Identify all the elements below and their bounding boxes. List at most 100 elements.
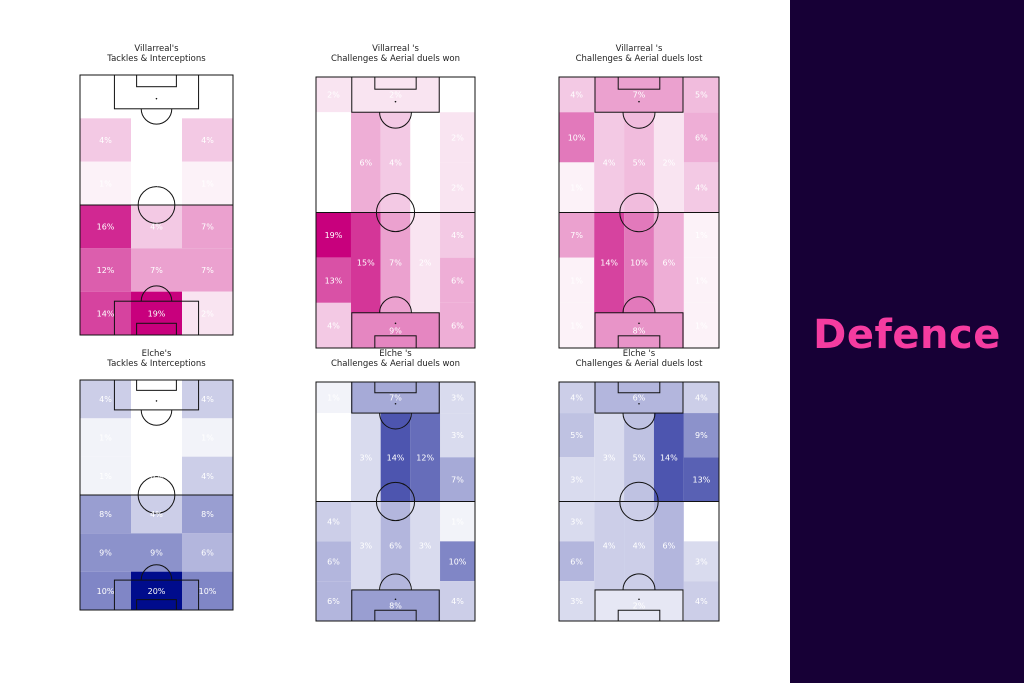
pitch-heatmap: 1% 7% 3% 0% 0% 3% 7% 3% 14% 12% 4% 6% 6% 1% 10% 4% 3% 6% 3…: [315, 381, 476, 622]
cell-label: 0%: [327, 475, 340, 484]
cell-label: 19%: [325, 231, 343, 240]
cell-label: 16%: [97, 223, 115, 232]
heatmap-cell: [683, 457, 719, 502]
center-circle: [137, 186, 176, 224]
penalty-arc-top: [140, 409, 173, 426]
cell-label: 0%: [327, 183, 340, 192]
cell-label: 7%: [633, 91, 646, 100]
heatmap-cell: [594, 112, 625, 213]
chart-title-line1: Villarreal's: [134, 44, 179, 54]
cell-label: 1%: [201, 179, 214, 188]
heatmap-cell: [131, 571, 182, 610]
cell-label: 1%: [695, 231, 708, 240]
cell-label: 5%: [695, 91, 708, 100]
heatmap-cell: [683, 382, 719, 414]
heatmap-cell: [559, 77, 595, 113]
heatmap-cell: [350, 212, 381, 313]
heatmap-cell: [683, 501, 719, 542]
heatmap-cell: [594, 212, 625, 313]
chart-title-line1: Villarreal 's: [372, 44, 419, 54]
cell-label: 4%: [150, 223, 163, 232]
cell-label: 2%: [451, 183, 464, 192]
cell-label: 6%: [327, 557, 340, 566]
chart-title-line2: Challenges & Aerial duels won: [330, 54, 461, 64]
cell-label: 6%: [327, 597, 340, 606]
cell-label: 2%: [201, 309, 214, 318]
heatmap-cell: [440, 457, 475, 502]
heatmap-cell: [683, 302, 719, 348]
cell-label: 4%: [695, 394, 708, 403]
cell-label: 0%: [327, 133, 340, 142]
cell-label: 3%: [570, 475, 583, 484]
cell-label: 3%: [570, 517, 583, 526]
heatmap-cell: [559, 112, 595, 163]
penalty-spot-top: [394, 402, 397, 405]
chart-title-line2: Challenges & Aerial duels lost: [575, 54, 703, 64]
heatmap-cell: [316, 541, 351, 582]
cell-label: 7%: [389, 259, 402, 268]
heatmap-cell: [131, 380, 182, 419]
heatmap-cell: [683, 212, 719, 258]
cell-label: 0%: [150, 93, 163, 102]
penalty-spot-bottom: [155, 310, 158, 313]
cell-label: 4%: [389, 158, 402, 167]
cell-label: 4%: [695, 597, 708, 606]
cell-label: 4%: [603, 158, 616, 167]
heatmap-cell: [80, 418, 131, 457]
heatmap-cell: [316, 162, 351, 213]
heatmap-cell: [559, 413, 595, 458]
cell-label: 4%: [150, 510, 163, 519]
cell-label: 10%: [449, 557, 467, 566]
heatmap-cell: [80, 205, 131, 249]
cell-label: 3%: [359, 453, 372, 462]
cell-label: 4%: [633, 542, 646, 551]
cell-label: 14%: [97, 309, 115, 318]
cell-label: 5%: [570, 431, 583, 440]
center-circle: [619, 192, 659, 233]
goal-box-bottom: [374, 335, 417, 349]
heatmap-cell: [80, 75, 131, 119]
heatmap-cell: [410, 413, 441, 502]
penalty-arc-top: [140, 108, 173, 125]
heatmap-cell: [559, 162, 595, 213]
heatmap-cell: [440, 382, 475, 414]
penalty-arc-top: [379, 413, 412, 430]
penalty-spot-bottom: [638, 598, 640, 601]
heatmap-cell: [653, 501, 684, 590]
side-panel: Defence: [790, 0, 1024, 683]
heatmap-cell: [559, 212, 595, 258]
heatmap-cell: [594, 413, 625, 502]
cell-label: 1%: [99, 434, 112, 443]
cell-label: 3%: [451, 394, 464, 403]
penalty-arc-bottom: [140, 285, 173, 302]
heatmap-cell: [182, 248, 233, 292]
heatmap-cell: [182, 418, 233, 457]
heatmap-cell: [559, 257, 595, 303]
heatmap-cell: [653, 413, 684, 502]
heatmap-cell: [182, 118, 233, 162]
goal-box-bottom: [374, 609, 417, 622]
heatmap-cell: [316, 257, 351, 303]
heatmap-cell: [380, 501, 411, 590]
chart-title: Villarreal's Tackles & Interceptions: [40, 44, 273, 64]
heatmap-cell: [350, 112, 381, 213]
cell-label: 6%: [570, 557, 583, 566]
chart-title-line1: Villarreal 's: [615, 44, 663, 54]
cell-label: 0%: [327, 431, 340, 440]
heatmap-cell: [559, 382, 595, 414]
heatmap-cell: [624, 501, 654, 590]
cell-label: 14%: [600, 259, 618, 268]
cell-label: 6%: [359, 158, 372, 167]
penalty-arc-bottom: [622, 573, 656, 590]
cell-label: 8%: [633, 326, 646, 335]
cell-label: 3%: [451, 431, 464, 440]
heatmap-cell: [683, 112, 719, 163]
cell-label: 1%: [99, 472, 112, 481]
cell-label: 7%: [570, 231, 583, 240]
heatmap-cell: [182, 291, 233, 335]
cell-label: 1%: [327, 394, 340, 403]
heatmap-cell: [559, 302, 595, 348]
penalty-arc-bottom: [622, 296, 656, 313]
cell-label: 2%: [633, 601, 646, 610]
cell-label: 0%: [99, 93, 112, 102]
